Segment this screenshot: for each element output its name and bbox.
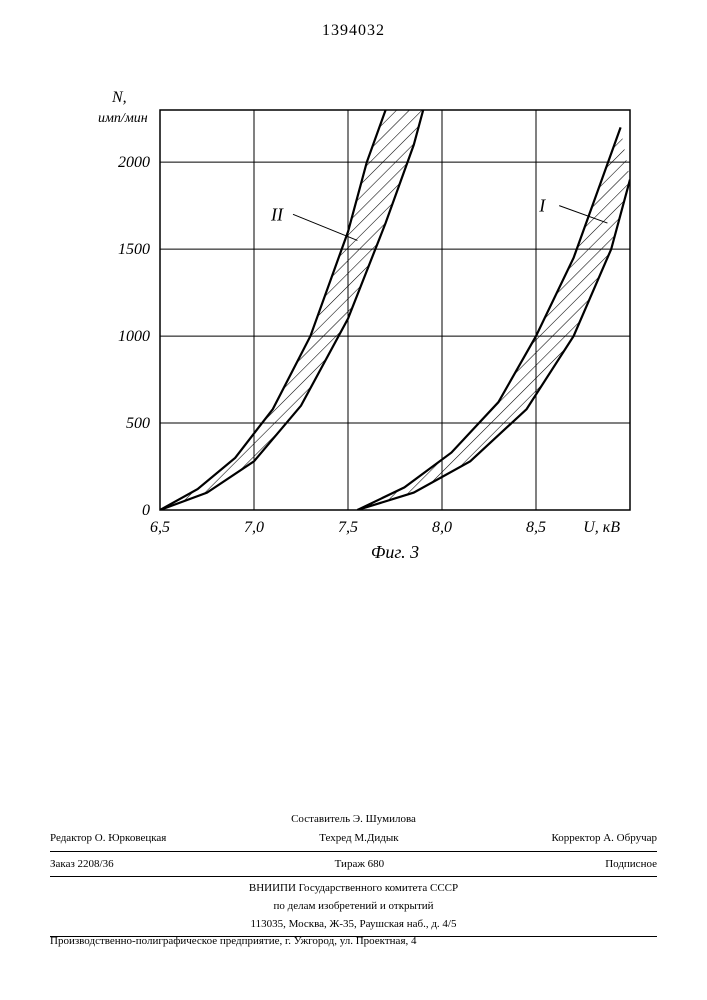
org-line-1: ВНИИПИ Государственного комитета СССР (50, 879, 657, 897)
svg-text:1500: 1500 (118, 241, 150, 258)
techred: Техред М.Дидык (319, 831, 398, 845)
svg-text:500: 500 (126, 415, 150, 432)
svg-text:7,5: 7,5 (338, 519, 358, 536)
divider (50, 851, 657, 852)
svg-text:имп/мин: имп/мин (98, 111, 148, 126)
corrector: Корректор А. Обручар (551, 831, 657, 845)
tirazh: Тираж 680 (335, 857, 385, 871)
podpisnoe: Подписное (605, 857, 657, 871)
org-line-3: 113035, Москва, Ж-35, Раушская наб., д. … (50, 915, 657, 933)
svg-text:8,0: 8,0 (432, 519, 452, 536)
chart-svg: III0500100015002000N,имп/мин6,57,07,58,0… (80, 70, 660, 570)
svg-text:2000: 2000 (118, 154, 150, 171)
svg-text:N,: N, (111, 89, 127, 106)
svg-text:I: I (538, 196, 546, 216)
svg-text:7,0: 7,0 (244, 519, 264, 536)
order-number: Заказ 2208/36 (50, 857, 114, 871)
editor: Редактор О. Юрковецкая (50, 831, 166, 845)
svg-text:0: 0 (142, 502, 150, 519)
divider (50, 876, 657, 877)
chart-figure-3: III0500100015002000N,имп/мин6,57,07,58,0… (80, 70, 660, 575)
print-shop: Производственно-полиграфическое предприя… (50, 935, 657, 947)
svg-text:U, кВ: U, кВ (583, 519, 620, 536)
compiler: Составитель Э. Шумилова (50, 810, 657, 828)
svg-text:Фиг. 3: Фиг. 3 (371, 542, 419, 562)
doc-number: 1394032 (0, 22, 707, 40)
footer-credits: Составитель Э. Шумилова Редактор О. Юрко… (50, 810, 657, 939)
svg-text:1000: 1000 (118, 328, 150, 345)
svg-text:8,5: 8,5 (526, 519, 546, 536)
org-line-2: по делам изобретений и открытий (50, 897, 657, 915)
svg-text:II: II (270, 204, 284, 224)
svg-text:6,5: 6,5 (150, 519, 170, 536)
